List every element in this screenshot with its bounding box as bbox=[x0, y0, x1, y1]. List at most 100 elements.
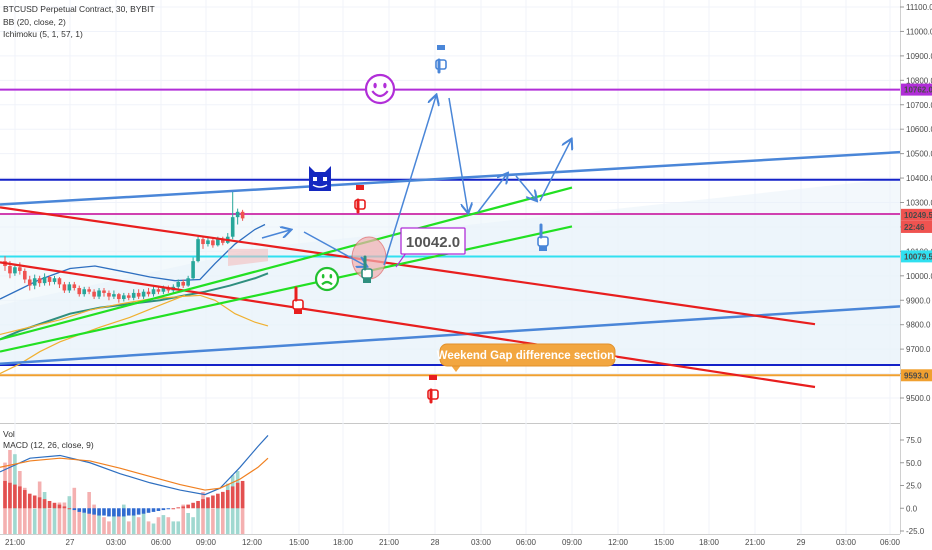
candle-body bbox=[102, 290, 106, 293]
candle-body bbox=[221, 239, 225, 243]
candle-body bbox=[186, 278, 190, 286]
price-tick-label: 9900.0 bbox=[906, 296, 931, 305]
candle-body bbox=[32, 278, 37, 286]
volume-bar bbox=[211, 508, 215, 534]
volume-label[interactable]: Vol bbox=[3, 429, 15, 439]
volume-bar bbox=[146, 521, 151, 534]
macd-tick-label: 50.0 bbox=[906, 459, 922, 468]
hand-up-red-icon bbox=[292, 286, 304, 314]
candle-body bbox=[156, 289, 161, 292]
candle-body bbox=[8, 266, 12, 274]
macd-histogram-bar bbox=[131, 508, 136, 516]
candle-body bbox=[230, 217, 235, 237]
candle-body bbox=[107, 292, 111, 297]
time-tick-label: 03:00 bbox=[836, 538, 857, 547]
candle-body bbox=[161, 288, 166, 292]
candle-body bbox=[47, 277, 52, 282]
macd-tick-label: 25.0 bbox=[906, 482, 922, 491]
price-tick-label: 10700.0 bbox=[906, 101, 932, 110]
price-tick-label: 9800.0 bbox=[906, 321, 931, 330]
cat-head bbox=[309, 166, 331, 191]
time-tick-label: 12:00 bbox=[608, 538, 629, 547]
macd-histogram-bar bbox=[67, 508, 72, 510]
candle-body bbox=[166, 288, 171, 291]
candle-body bbox=[82, 289, 86, 295]
hand-up-red-icon-cuff bbox=[294, 309, 302, 314]
macd-histogram-bar bbox=[107, 508, 111, 517]
volume-bar bbox=[47, 508, 52, 534]
macd-histogram-bar bbox=[126, 508, 131, 516]
volume-bar bbox=[196, 502, 200, 534]
volume-bar bbox=[141, 508, 146, 534]
candle-body bbox=[52, 278, 57, 282]
macd-histogram-bar bbox=[77, 508, 82, 512]
time-tick-label: 12:00 bbox=[242, 538, 263, 547]
macd-histogram-bar bbox=[151, 508, 156, 512]
weekend-gap-callout[interactable]: Weekend Gap difference section. bbox=[437, 343, 618, 372]
macd-histogram-bar bbox=[18, 486, 22, 509]
macd-histogram-bar bbox=[141, 508, 146, 514]
price-label-text: 10249.5 bbox=[904, 211, 932, 220]
macd-signal-line bbox=[0, 457, 269, 491]
green-trendline-lower bbox=[0, 225, 573, 353]
time-tick-label: 21:00 bbox=[5, 538, 26, 547]
smiley-face-icon-eye-right bbox=[383, 82, 387, 89]
price-label-bg bbox=[901, 220, 932, 233]
hand-down-blue-icon bbox=[435, 45, 447, 74]
time-tick-label: 09:00 bbox=[196, 538, 217, 547]
macd-histogram-bar bbox=[82, 508, 86, 513]
target-price-callout[interactable]: 10042.0 bbox=[395, 227, 466, 268]
macd-histogram-bar bbox=[186, 504, 190, 509]
macd-histogram-bar bbox=[23, 490, 27, 509]
green-trendline-upper bbox=[0, 186, 573, 341]
price-axis-border bbox=[900, 0, 901, 534]
time-tick-label: 06:00 bbox=[880, 538, 901, 547]
hand-up-blue-icon-cuff bbox=[539, 246, 547, 251]
trend-lines[interactable] bbox=[0, 150, 900, 389]
price-tick-label: 10900.0 bbox=[906, 52, 932, 61]
candle-body bbox=[131, 292, 136, 298]
sad-face-icon-eye-left bbox=[321, 274, 325, 279]
target-price-text: 10042.0 bbox=[406, 234, 460, 251]
ichimoku-indicator-label[interactable]: Ichimoku (5, 1, 57, 1) bbox=[3, 29, 83, 39]
macd-label[interactable]: MACD (12, 26, close, 9) bbox=[3, 440, 94, 450]
volume-bar bbox=[225, 483, 230, 534]
price-label-text: 10079.5 bbox=[904, 252, 932, 261]
macd-axis: 75.0 50.0 25.0 0.0 -25.0 bbox=[900, 436, 925, 536]
projection-arrows[interactable] bbox=[261, 96, 571, 266]
volume-bar bbox=[23, 487, 27, 534]
candle-body bbox=[23, 270, 27, 280]
volume-bar bbox=[107, 521, 111, 534]
sad-face-icon-eye-right bbox=[329, 274, 333, 279]
price-tick-label: 10400.0 bbox=[906, 174, 932, 183]
macd-histogram-bar bbox=[196, 500, 200, 509]
volume-bar bbox=[52, 504, 57, 534]
candle-body bbox=[141, 291, 146, 297]
price-tick-label: 10800.0 bbox=[906, 76, 932, 85]
candle-body bbox=[151, 289, 156, 295]
bb-indicator-label[interactable]: BB (20, close, 2) bbox=[3, 17, 66, 27]
candle-body bbox=[37, 278, 42, 284]
macd-histogram-bar bbox=[112, 508, 116, 517]
volume-bar bbox=[221, 492, 225, 534]
macd-histogram-bar bbox=[117, 508, 121, 517]
price-tick-label: 10600.0 bbox=[906, 125, 932, 134]
macd-histogram-bar bbox=[42, 499, 47, 509]
price-tick-label: 10500.0 bbox=[906, 150, 932, 159]
candle-body bbox=[62, 284, 67, 291]
price-label-bg bbox=[901, 83, 932, 96]
arrow-rebound-up bbox=[477, 174, 507, 213]
hand-up-red-icon-palm bbox=[292, 299, 304, 310]
cat-eye-right bbox=[323, 177, 327, 181]
macd-tick-label: 0.0 bbox=[906, 504, 918, 513]
candle-body bbox=[201, 239, 205, 245]
arrow-short-up bbox=[261, 230, 290, 239]
macd-histogram-bar bbox=[230, 486, 235, 509]
hand-down-red-icon bbox=[354, 185, 366, 214]
volume-bar bbox=[191, 517, 195, 534]
candle-body bbox=[235, 211, 240, 218]
arrow-pullback-down bbox=[448, 97, 468, 212]
candle-body bbox=[206, 240, 210, 245]
macd-histogram-bar bbox=[57, 504, 62, 509]
